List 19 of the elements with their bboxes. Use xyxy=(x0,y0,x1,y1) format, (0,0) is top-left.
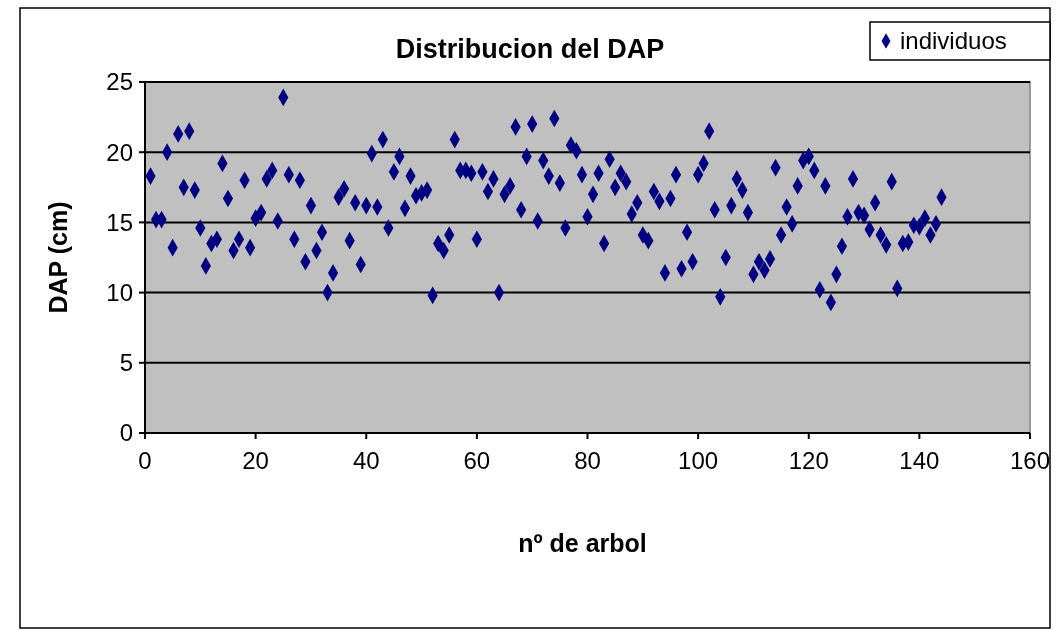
y-axis-title: DAP (cm) xyxy=(44,201,72,314)
x-axis-title: nº de arbol xyxy=(518,529,647,557)
x-tick-label: 80 xyxy=(574,447,601,474)
y-tick-label: 25 xyxy=(106,68,133,96)
x-tick-label: 20 xyxy=(242,447,269,474)
x-tick-label: 40 xyxy=(352,447,380,474)
legend-label: individuos xyxy=(900,27,1007,55)
x-tick-label: 100 xyxy=(678,447,719,474)
x-tick-label: 160 xyxy=(1009,447,1051,474)
y-tick-label: 20 xyxy=(106,138,133,166)
chart-title: Distribucion del DAP xyxy=(395,34,665,64)
y-tick-label: 5 xyxy=(119,349,133,377)
x-tick-label: 60 xyxy=(463,447,491,474)
y-tick-label: 10 xyxy=(106,279,133,306)
y-tick-label: 0 xyxy=(119,419,133,447)
x-tick-label: 0 xyxy=(138,447,152,474)
x-tick-label: 140 xyxy=(899,447,940,474)
y-tick-label: 15 xyxy=(106,208,133,236)
x-tick-label: 120 xyxy=(788,447,829,474)
